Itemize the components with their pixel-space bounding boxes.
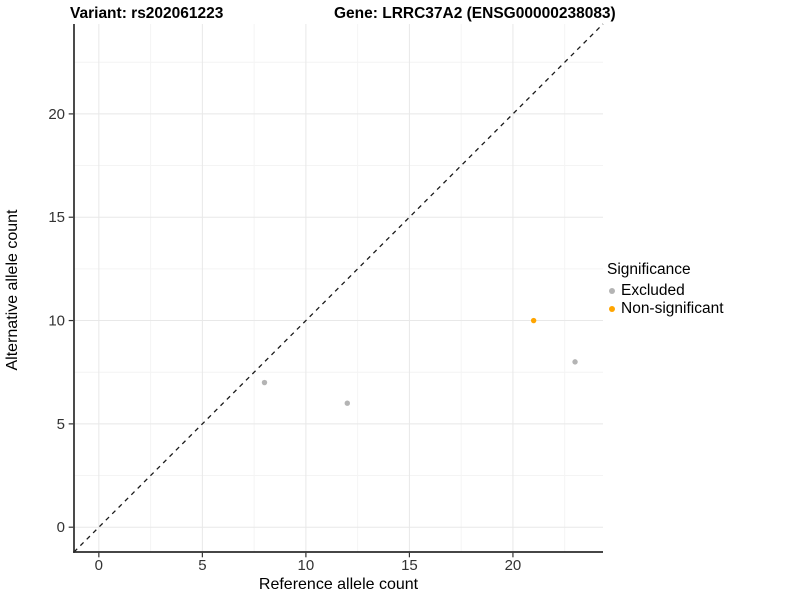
data-point	[572, 359, 578, 365]
y-tick-label: 15	[48, 209, 65, 226]
x-tick-label: 15	[401, 557, 418, 574]
legend-item-nonsignificant: Non-significant	[607, 300, 724, 318]
x-tick-label: 20	[505, 557, 522, 574]
plot-title-variant: Variant: rs202061223	[70, 5, 224, 22]
data-point	[261, 379, 268, 386]
legend-item-label: Excluded	[621, 282, 685, 299]
y-tick-label: 5	[57, 416, 65, 433]
data-point	[344, 400, 350, 406]
identity-line	[73, 23, 604, 553]
plot-title-gene: Gene: LRRC37A2 (ENSG00000238083)	[334, 5, 616, 22]
data-point	[530, 317, 537, 324]
legend: Significance Excluded Non-significant	[607, 261, 724, 318]
x-axis-title: Reference allele count	[258, 576, 419, 593]
y-axis-title: Alternative allele count	[4, 209, 21, 371]
y-tick-label: 20	[48, 106, 65, 123]
x-tick-label: 10	[298, 557, 315, 574]
x-tick-label: 0	[95, 557, 103, 574]
x-tick-label: 5	[198, 557, 206, 574]
legend-item-excluded: Excluded	[607, 282, 724, 300]
excluded-dot-icon	[609, 288, 615, 294]
non-significant-dot-icon	[609, 306, 615, 312]
y-tick-label: 10	[48, 313, 65, 330]
legend-item-label: Non-significant	[621, 300, 724, 317]
y-tick-label: 0	[57, 519, 65, 536]
legend-title: Significance	[607, 261, 691, 278]
